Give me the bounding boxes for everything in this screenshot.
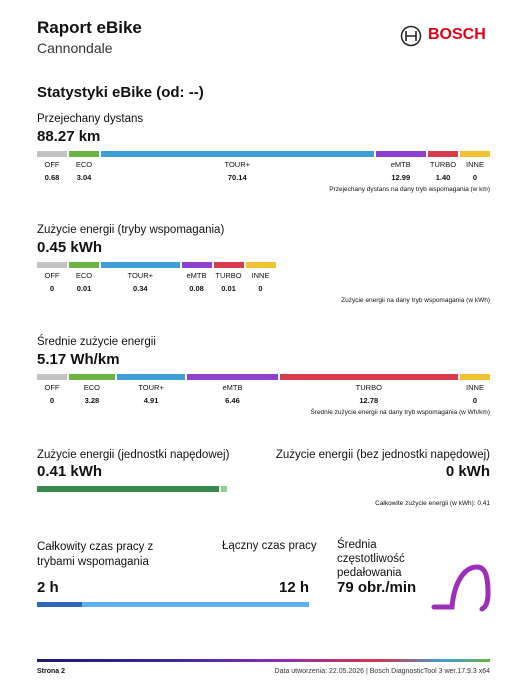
block-label: Średnie zużycie energii xyxy=(37,336,156,348)
mode-segment xyxy=(37,374,67,380)
mode-segment xyxy=(69,374,115,380)
mode-segment xyxy=(116,374,186,380)
energy-split-bar xyxy=(37,486,490,492)
mode-name: OFF xyxy=(44,383,60,392)
footer-rainbow xyxy=(37,659,490,662)
mode-segment xyxy=(101,262,180,268)
mode-name: ECO xyxy=(83,383,101,392)
other-label: Zużycie energii (bez jednostki napędowej… xyxy=(275,449,490,461)
mode-value: 0 xyxy=(258,284,263,293)
mode-name: eMTB xyxy=(186,271,207,280)
mode-values: 0.68 3.04 70.14 12.99 1.40 0 xyxy=(37,173,490,183)
block-total: 88.27 km xyxy=(37,128,101,145)
mode-name: TOUR+ xyxy=(127,271,154,280)
mode-value: 0.68 xyxy=(44,173,60,182)
mode-segment xyxy=(101,151,374,157)
subtitle: Cannondale xyxy=(37,40,113,56)
block-note: Średnie zużycie energii na dany tryb wsp… xyxy=(310,409,490,416)
total-time-value: 12 h xyxy=(278,579,309,596)
mode-name: INNE xyxy=(466,160,484,169)
footer-info: Data utworzenia: 22.05.2026 | Bosch Diag… xyxy=(274,668,490,675)
mode-segment xyxy=(375,151,426,157)
bosch-logo-icon xyxy=(400,25,422,47)
mode-segment xyxy=(428,151,458,157)
mode-value: 0 xyxy=(472,173,478,182)
mode-value: 0.08 xyxy=(189,284,204,293)
mode-value: 70.14 xyxy=(227,173,247,182)
title: Raport eBike xyxy=(37,18,142,37)
mode-bar xyxy=(37,262,490,268)
mode-name: TOUR+ xyxy=(224,160,251,169)
mode-value: 0.01 xyxy=(221,284,236,293)
mode-name: TURBO xyxy=(215,271,242,280)
block-label: Przejechany dystans xyxy=(37,113,144,125)
mode-segment xyxy=(245,262,276,268)
mode-values: 0 3.28 4.91 6.46 12.78 0 xyxy=(37,396,490,406)
mode-segment xyxy=(37,262,67,268)
mode-segment xyxy=(187,374,278,380)
mode-name: eMTB xyxy=(390,160,411,169)
brand: BOSCH xyxy=(428,26,486,43)
mode-name: INNE xyxy=(466,383,484,392)
mode-segment xyxy=(181,262,212,268)
block-total: 5.17 Wh/km xyxy=(37,351,120,368)
cadence-gauge xyxy=(431,564,491,612)
mode-segment xyxy=(69,262,99,268)
cadence-value: 79 obr./min xyxy=(337,579,417,596)
mode-name: TURBO xyxy=(429,160,457,169)
cadence-label: Średnia częstotliwość pedałowania xyxy=(337,539,405,579)
mode-values: 0 0.01 0.34 0.08 0.01 0 xyxy=(37,284,490,294)
mode-names: OFF ECO TOUR+ eMTB TURBO INNE xyxy=(37,160,490,170)
other-segment xyxy=(221,486,228,492)
mode-name: OFF xyxy=(44,160,60,169)
other-value: 0 kWh xyxy=(445,463,490,480)
mode-bar xyxy=(37,151,490,157)
mode-value: 6.46 xyxy=(225,396,240,405)
mode-value: 3.04 xyxy=(76,173,92,182)
assist-time-label: Całkowity czas pracy z trybami wspomagan… xyxy=(37,541,154,568)
footer-page: Strona 2 xyxy=(37,668,66,675)
mode-segment xyxy=(460,374,490,380)
assist-time-segment xyxy=(37,602,83,607)
mode-name: INNE xyxy=(251,271,270,280)
mode-value: 0 xyxy=(49,284,55,293)
drive-value: 0.41 kWh xyxy=(37,463,103,480)
mode-name: TURBO xyxy=(355,383,382,392)
mode-names: OFF ECO TOUR+ eMTB TURBO INNE xyxy=(37,271,490,281)
drive-segment xyxy=(37,486,220,492)
block-note: Przejechany dystans na dany tryb wspomag… xyxy=(329,186,490,193)
energy-note: Całkowite zużycie energii (w kWh): 0.41 xyxy=(375,500,490,507)
mode-value: 0 xyxy=(472,396,478,405)
mode-name: ECO xyxy=(75,271,93,280)
mode-value: 3.28 xyxy=(84,396,100,405)
total-time-label: Łączny czas pracy xyxy=(222,540,317,552)
mode-segment xyxy=(69,151,99,157)
block-label: Zużycie energii (tryby wspomagania) xyxy=(37,224,225,236)
mode-name: TOUR+ xyxy=(138,383,164,392)
mode-value: 12.99 xyxy=(391,173,411,182)
mode-name: ECO xyxy=(75,160,93,169)
mode-value: 0 xyxy=(49,396,55,405)
mode-name: eMTB xyxy=(222,383,243,392)
mode-value: 4.91 xyxy=(143,396,159,405)
block-note: Zużycie energii na dany tryb wspomagania… xyxy=(341,297,490,304)
assist-time-value: 2 h xyxy=(37,579,59,596)
mode-segment xyxy=(460,151,490,157)
drive-label: Zużycie energii (jednostki napędowej) xyxy=(37,449,230,461)
section-title: Statystyki eBike (od: --) xyxy=(37,84,204,101)
mode-bar xyxy=(37,374,490,380)
block-total: 0.45 kWh xyxy=(37,239,103,256)
time-bar xyxy=(37,602,309,607)
mode-segment xyxy=(37,151,67,157)
mode-names: OFF ECO TOUR+ eMTB TURBO INNE xyxy=(37,383,490,393)
mode-segment xyxy=(213,262,244,268)
mode-value: 0.34 xyxy=(132,284,148,293)
mode-name: OFF xyxy=(44,271,60,280)
mode-value: 1.40 xyxy=(435,173,451,182)
mode-segment xyxy=(279,374,458,380)
mode-value: 0.01 xyxy=(76,284,92,293)
mode-value: 12.78 xyxy=(359,396,379,405)
